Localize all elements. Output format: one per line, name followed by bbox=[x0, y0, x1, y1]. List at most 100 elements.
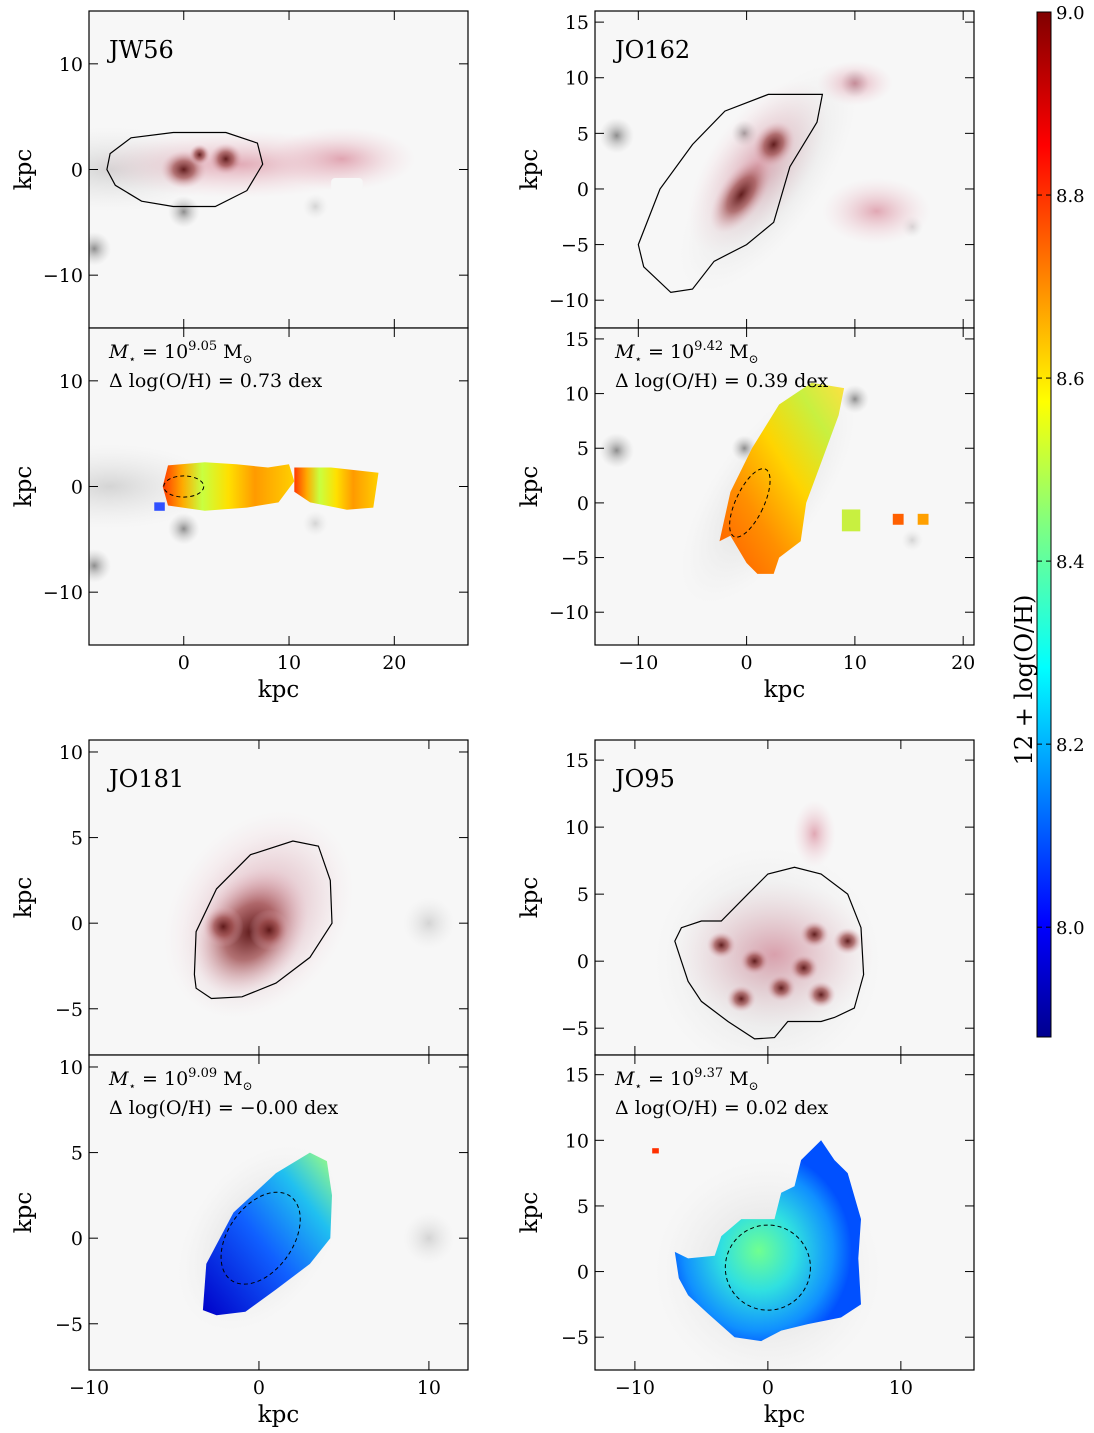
panel-jw56-halpha-0: −10 0 10 kpc JW56 bbox=[11, 10, 469, 329]
panel-frame bbox=[88, 1054, 469, 1371]
colorbar-label: 12 + log(O/H) bbox=[1010, 595, 1038, 766]
stellar-disk-contour bbox=[674, 866, 865, 1040]
emission-blob bbox=[599, 117, 634, 154]
metallicity-map bbox=[162, 462, 295, 511]
metallicity-map bbox=[202, 1152, 332, 1316]
metallicity-map bbox=[294, 467, 379, 510]
emission-blob bbox=[167, 195, 200, 228]
x-axis-label: kpc bbox=[258, 677, 300, 703]
emission-blob bbox=[248, 909, 290, 951]
emission-blob bbox=[766, 974, 796, 1002]
colorbar: 8.0 8.2 8.4 8.6 8.8 9.0 12 + log(O/H) bbox=[1010, 3, 1085, 1038]
y-tick-label: 15 bbox=[565, 12, 589, 34]
emission-blob bbox=[403, 1212, 455, 1264]
y-axis-label: kpc bbox=[517, 877, 543, 919]
x-tick-label: 0 bbox=[762, 1377, 774, 1399]
colorbar-tick-label: 8.6 bbox=[1056, 369, 1085, 390]
colorbar-gradient bbox=[1036, 11, 1052, 1038]
y-tick-label: 0 bbox=[577, 1262, 589, 1284]
y-tick-label: 5 bbox=[71, 1143, 83, 1165]
emission-blob bbox=[840, 384, 869, 414]
emission-blob bbox=[89, 231, 112, 266]
emission-blob bbox=[793, 800, 836, 868]
y-tick-label: 10 bbox=[565, 1130, 589, 1152]
x-tick-label: 10 bbox=[417, 1377, 441, 1399]
y-tick-label: −5 bbox=[561, 1327, 589, 1349]
panel-frame bbox=[594, 1054, 975, 1371]
y-tick-label: 10 bbox=[59, 371, 83, 393]
panel-jo162-halpha-2: −10 −5 0 5 10 15 kpc JO162 bbox=[517, 10, 975, 329]
y-axis-label: kpc bbox=[11, 149, 37, 191]
y-tick-label: 5 bbox=[577, 438, 589, 460]
map-image bbox=[595, 1055, 974, 1370]
x-tick-label: 10 bbox=[889, 1377, 913, 1399]
galaxy-name: JO181 bbox=[106, 765, 184, 793]
emission-blob bbox=[209, 143, 243, 175]
emission-blob bbox=[710, 156, 773, 234]
effective-radius-ellipse bbox=[163, 475, 205, 498]
emission-blob bbox=[752, 121, 795, 168]
y-tick-label: 10 bbox=[59, 742, 83, 764]
y-axis-label: kpc bbox=[11, 877, 37, 919]
map-image bbox=[89, 1055, 468, 1370]
y-tick-label: 0 bbox=[577, 179, 589, 201]
x-tick-label: 0 bbox=[253, 1377, 265, 1399]
panel-frame bbox=[594, 327, 975, 646]
x-tick-label: −10 bbox=[615, 1377, 655, 1399]
galaxy-name: JO162 bbox=[612, 36, 690, 64]
map-image bbox=[89, 328, 468, 645]
emission-blob bbox=[89, 548, 112, 583]
y-tick-label: 10 bbox=[59, 1057, 83, 1079]
panel-jo181-halpha-4: −5 0 5 10 kpc JO181 bbox=[11, 739, 469, 1056]
colorbar-tick-label: 9.0 bbox=[1056, 3, 1085, 24]
map-image bbox=[89, 740, 468, 1055]
colorbar-tick-label: 8.4 bbox=[1056, 552, 1085, 573]
effective-radius-ellipse bbox=[220, 1191, 301, 1285]
y-tick-label: 0 bbox=[71, 1228, 83, 1250]
y-axis-label: kpc bbox=[517, 466, 543, 508]
emission-blob bbox=[599, 432, 634, 468]
y-tick-label: −10 bbox=[549, 290, 589, 312]
map-image bbox=[595, 11, 974, 328]
x-tick-label: 0 bbox=[741, 652, 753, 674]
stellar-mass-annotation: M⋆ = 109.37 M⊙ bbox=[614, 1066, 759, 1093]
stellar-disk-contour bbox=[637, 93, 824, 294]
emission-blob bbox=[799, 920, 830, 948]
emission-blob bbox=[189, 144, 211, 166]
y-tick-label: 15 bbox=[565, 329, 589, 351]
emission-blob bbox=[806, 981, 836, 1009]
panel-metallicity-3: −10 0 10 20 −10 −5 0 5 10 15 kpc kpc M⋆ = 109.42 M⊙ Δ… bbox=[517, 327, 975, 703]
metallicity-difference-annotation: Δ log(O/H) = 0.39 dex bbox=[615, 370, 829, 392]
y-tick-label: 10 bbox=[565, 68, 589, 90]
x-tick-label: 10 bbox=[277, 652, 301, 674]
y-tick-label: −5 bbox=[561, 1018, 589, 1040]
emission-blob bbox=[674, 880, 875, 1029]
x-axis-label: kpc bbox=[258, 1402, 300, 1428]
metallicity-map bbox=[719, 382, 845, 574]
x-tick-label: 20 bbox=[382, 652, 406, 674]
map-image bbox=[89, 11, 468, 328]
colorbar-tick-label: 8.8 bbox=[1056, 186, 1085, 207]
x-tick-label: −10 bbox=[69, 1377, 109, 1399]
y-axis-label: kpc bbox=[11, 466, 37, 508]
metallicity-difference-annotation: Δ log(O/H) = 0.02 dex bbox=[615, 1097, 829, 1119]
metallicity-difference-annotation: Δ log(O/H) = −0.00 dex bbox=[109, 1097, 338, 1119]
emission-blob bbox=[789, 954, 819, 982]
emission-blob bbox=[302, 193, 328, 220]
emission-blob bbox=[403, 897, 455, 949]
emission-blob bbox=[822, 177, 931, 245]
y-tick-label: 15 bbox=[565, 1065, 589, 1087]
emission-blob bbox=[267, 127, 416, 191]
y-tick-label: −10 bbox=[43, 265, 83, 287]
metallicity-difference-annotation: Δ log(O/H) = 0.73 dex bbox=[109, 370, 323, 392]
map-image bbox=[595, 328, 974, 645]
y-tick-label: 15 bbox=[565, 750, 589, 772]
y-tick-label: 0 bbox=[71, 913, 83, 935]
y-tick-label: 10 bbox=[59, 54, 83, 76]
emission-blob bbox=[833, 927, 863, 955]
panel-metallicity-5: −10 0 10 −5 0 5 10 kpc kpc M⋆ = 109.09 M⊙ Δ log(O/… bbox=[11, 1054, 469, 1428]
emission-blob bbox=[726, 985, 756, 1013]
colorbar-tick-label: 8.0 bbox=[1056, 918, 1085, 939]
galaxy-name: JW56 bbox=[106, 36, 174, 64]
